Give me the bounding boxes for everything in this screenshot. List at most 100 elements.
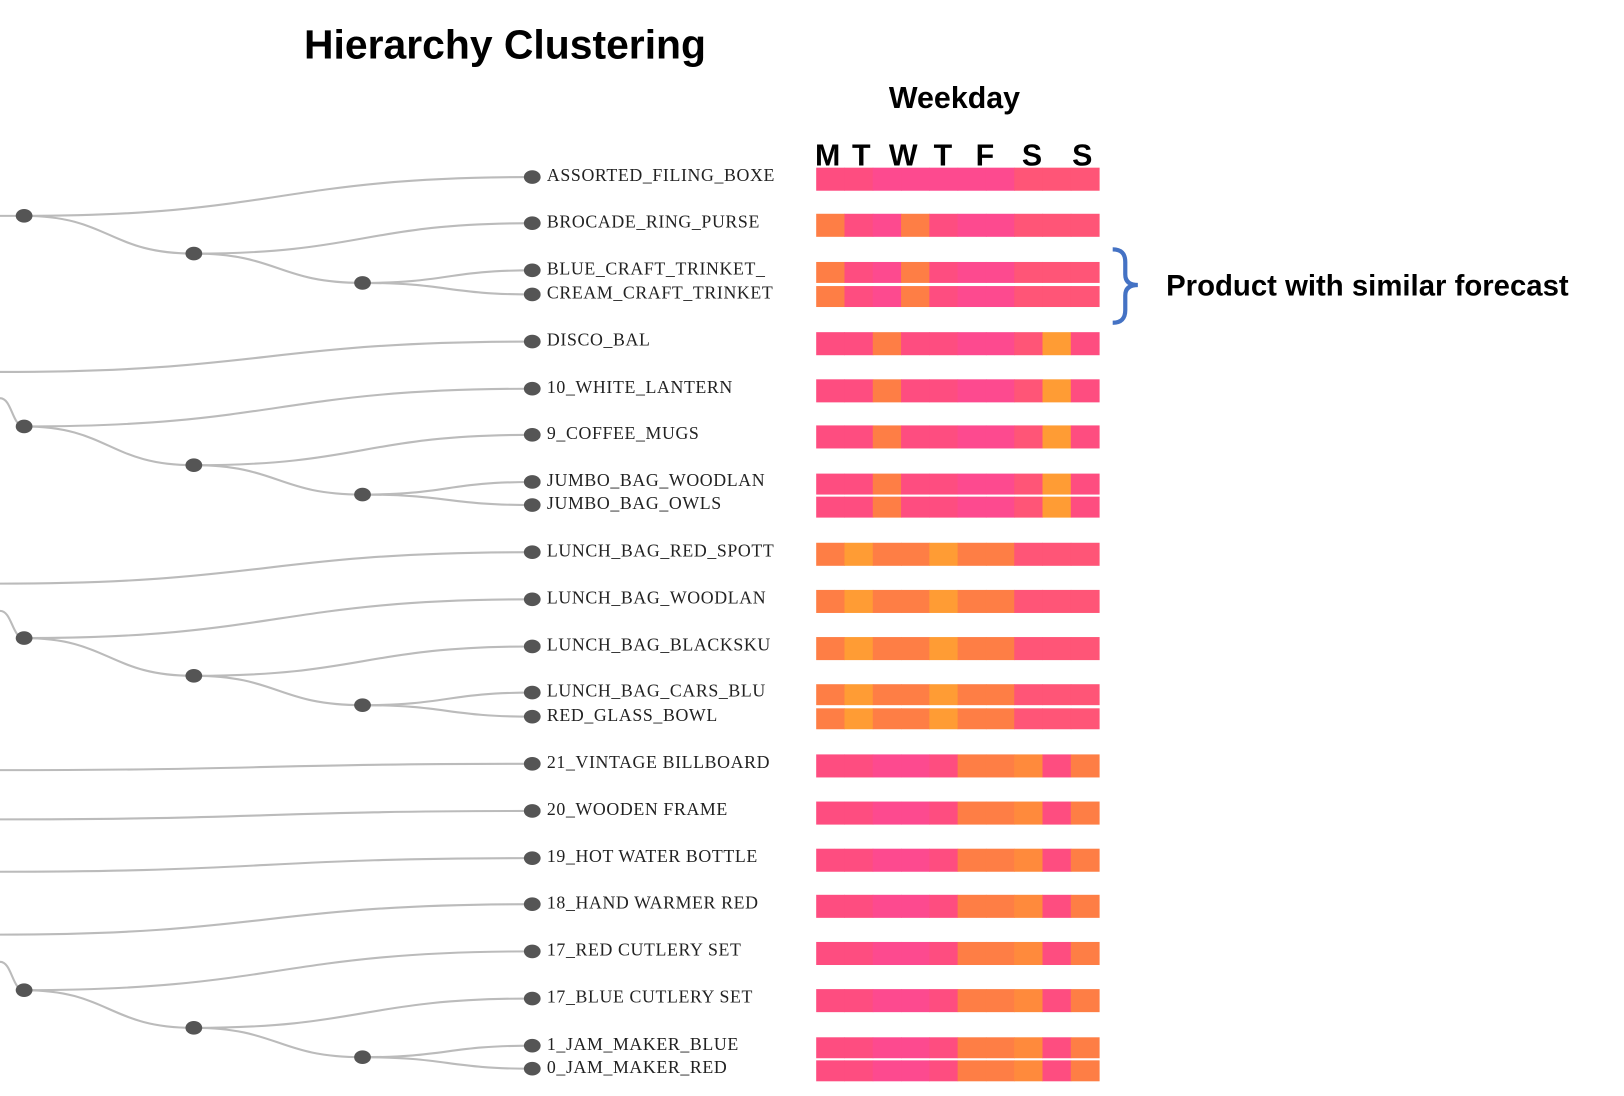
heat-cell — [1042, 708, 1072, 730]
node — [354, 487, 371, 502]
day-label: F — [976, 139, 995, 173]
heat-cell — [1042, 801, 1072, 825]
heat-cell — [872, 989, 902, 1013]
heat-cell — [1070, 637, 1100, 661]
heat-cell — [872, 894, 902, 918]
heat-cell — [816, 684, 846, 706]
heat-cell — [901, 708, 930, 730]
heat-cell — [901, 213, 930, 237]
heat-cell — [929, 425, 959, 449]
heat-cell — [1070, 754, 1100, 778]
node — [15, 983, 33, 997]
branch — [362, 281, 533, 296]
heat-cell — [1070, 473, 1100, 495]
heat-cell — [929, 496, 959, 518]
heat-cell — [816, 848, 846, 872]
leaf-label: CREAM_CRAFT_TRINKET — [547, 283, 774, 303]
bracket — [1112, 247, 1138, 325]
heat-cell — [844, 167, 874, 191]
heat-cell — [957, 496, 987, 518]
heat-cell — [1042, 379, 1072, 403]
heat-cell — [1014, 261, 1044, 283]
heat-cell — [816, 379, 846, 403]
node — [523, 545, 541, 560]
heat-cell — [985, 801, 1015, 825]
heat-cell — [1014, 589, 1044, 613]
heat-cell — [929, 941, 959, 966]
heat-cell — [901, 332, 930, 356]
heat-cell — [872, 801, 902, 825]
heat-cell — [985, 1060, 1015, 1082]
node — [523, 685, 541, 700]
branch — [193, 222, 533, 255]
branch — [0, 809, 533, 821]
branch — [24, 950, 533, 992]
heat-cell — [872, 379, 902, 403]
node — [15, 419, 33, 434]
leaf-labels: ASSORTED_FILING_BOXE BROCADE_RING_PURSE BL… — [547, 165, 774, 1077]
annotation: Product with similar forecast — [1166, 269, 1569, 302]
leaf-label: BROCADE_RING_PURSE — [547, 211, 760, 231]
node — [523, 498, 541, 512]
node — [523, 851, 541, 865]
heat-cell — [985, 286, 1015, 308]
leaf-label: BLUE_CRAFT_TRINKET_ — [547, 258, 766, 278]
branch — [362, 691, 533, 707]
heat-cell — [901, 989, 930, 1013]
heat-cell — [1042, 1037, 1072, 1059]
branch — [193, 464, 363, 496]
branch — [24, 214, 194, 255]
heat-cell — [957, 848, 987, 872]
heat-cell — [1014, 941, 1044, 966]
branch — [24, 425, 194, 467]
heat-cell — [957, 754, 987, 778]
heat-cell — [1070, 1037, 1100, 1059]
heat-cell — [901, 637, 930, 661]
branch — [193, 997, 533, 1029]
heatmap — [816, 167, 1100, 1082]
leaf-label: 18_HAND WARMER RED — [547, 892, 759, 912]
leaf-label: 21_VINTAGE BILLBOARD — [547, 752, 770, 772]
heat-cell — [901, 542, 930, 566]
heat-cell — [844, 801, 874, 825]
heat-cell — [957, 332, 987, 356]
heat-cell — [844, 754, 874, 778]
heat-cell — [844, 332, 874, 356]
node — [15, 631, 33, 645]
heat-cell — [816, 941, 846, 966]
branch — [193, 1026, 363, 1059]
branch — [0, 762, 533, 772]
node — [523, 991, 541, 1006]
heat-cell — [1014, 684, 1044, 706]
heat-cell — [816, 708, 846, 730]
node — [523, 639, 541, 654]
heat-cell — [1042, 167, 1072, 191]
heat-cell — [816, 286, 846, 308]
branch — [362, 269, 533, 284]
node — [15, 209, 33, 223]
heat-cell — [1014, 848, 1044, 872]
heat-cell — [929, 261, 959, 283]
heat-cell — [957, 261, 987, 283]
node — [523, 334, 541, 349]
heat-cell — [985, 848, 1015, 872]
heat-cell — [1070, 332, 1100, 356]
heat-cell — [1070, 848, 1100, 872]
heat-cell — [985, 167, 1015, 191]
heat-cell — [985, 684, 1015, 706]
heat-cell — [844, 684, 874, 706]
heat-cell — [985, 589, 1015, 613]
branch — [0, 551, 533, 585]
heat-cell — [929, 848, 959, 872]
heatmap-title: Weekday — [889, 81, 1020, 115]
node — [523, 381, 541, 396]
node — [523, 757, 541, 771]
heat-cell — [1070, 213, 1100, 237]
heat-cell — [1014, 542, 1044, 566]
branch — [24, 598, 533, 640]
node — [523, 263, 541, 278]
heat-cell — [929, 801, 959, 825]
heat-cell — [872, 286, 902, 308]
node — [354, 1050, 371, 1065]
heat-cell — [844, 1060, 874, 1082]
